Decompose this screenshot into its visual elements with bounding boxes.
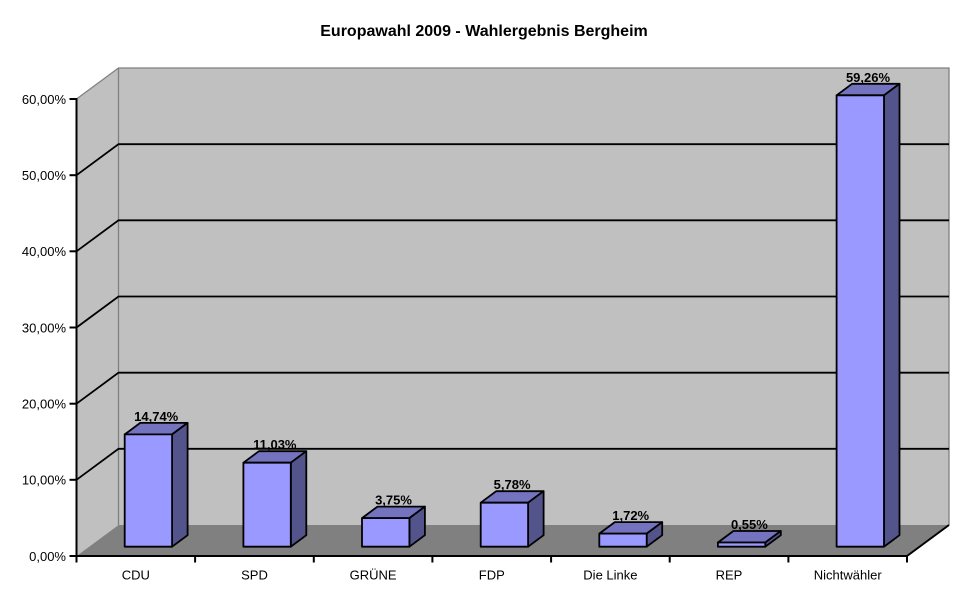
svg-text:20,00%: 20,00% <box>22 397 67 412</box>
svg-text:14,74%: 14,74% <box>134 409 179 424</box>
svg-text:50,00%: 50,00% <box>22 168 67 183</box>
svg-text:30,00%: 30,00% <box>22 320 67 335</box>
svg-text:CDU: CDU <box>122 568 150 583</box>
svg-text:0,00%: 0,00% <box>29 549 66 564</box>
svg-text:Nichtwähler: Nichtwähler <box>814 568 883 583</box>
svg-text:Europawahl 2009 - Wahlergebnis: Europawahl 2009 - Wahlergebnis Bergheim <box>320 23 648 40</box>
svg-text:40,00%: 40,00% <box>22 244 67 259</box>
svg-text:SPD: SPD <box>241 568 268 583</box>
svg-text:3,75%: 3,75% <box>375 493 412 508</box>
svg-text:11,03%: 11,03% <box>253 437 297 452</box>
svg-text:59,26%: 59,26% <box>846 70 891 85</box>
svg-text:5,78%: 5,78% <box>494 477 531 492</box>
svg-text:10,00%: 10,00% <box>22 473 67 488</box>
svg-text:1,72%: 1,72% <box>612 508 649 523</box>
svg-text:FDP: FDP <box>479 568 505 583</box>
svg-text:GRÜNE: GRÜNE <box>350 568 397 583</box>
svg-text:0,55%: 0,55% <box>731 517 768 532</box>
svg-text:Die Linke: Die Linke <box>583 568 637 583</box>
svg-text:REP: REP <box>716 568 743 583</box>
svg-text:60,00%: 60,00% <box>22 92 67 107</box>
